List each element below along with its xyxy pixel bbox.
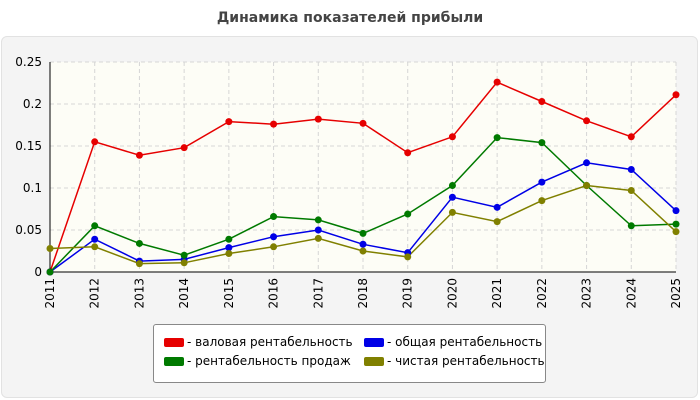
x-tick-label: 2012	[88, 278, 102, 309]
data-point-sales	[627, 222, 635, 230]
data-point-net	[359, 247, 367, 255]
data-point-net	[46, 244, 54, 252]
chart-legend: - валовая рентабельность - общая рентабе…	[153, 324, 546, 383]
data-point-net	[627, 187, 635, 195]
x-tick-label: 2014	[177, 278, 191, 309]
data-point-net	[314, 234, 322, 242]
data-point-sales	[270, 213, 278, 221]
legend-label-net: - чистая рентабельность	[387, 354, 545, 368]
data-point-total	[627, 166, 635, 174]
legend-label-gross: - валовая рентабельность	[187, 335, 353, 349]
data-point-gross	[538, 97, 546, 105]
legend-swatch-net	[364, 357, 384, 366]
data-point-gross	[180, 144, 188, 152]
data-point-gross	[135, 151, 143, 159]
data-point-sales	[672, 220, 680, 228]
legend-item-net: - чистая рентабельность	[364, 354, 545, 368]
legend-label-sales: - рентабельность продаж	[187, 354, 351, 368]
legend-item-gross: - валовая рентабельность	[164, 335, 353, 349]
y-tick-label: 0	[34, 265, 42, 279]
x-tick-label: 2017	[311, 278, 325, 309]
data-point-total	[91, 235, 99, 243]
data-point-sales	[359, 229, 367, 237]
data-point-sales	[225, 235, 233, 243]
data-point-net	[404, 253, 412, 261]
data-point-total	[448, 193, 456, 201]
data-point-net	[672, 228, 680, 236]
data-point-gross	[270, 120, 278, 128]
data-point-total	[225, 244, 233, 252]
data-point-gross	[448, 133, 456, 141]
data-point-total	[314, 226, 322, 234]
legend-item-sales: - рентабельность продаж	[164, 354, 351, 368]
data-point-gross	[314, 115, 322, 123]
data-point-sales	[404, 210, 412, 218]
data-point-sales	[493, 134, 501, 142]
data-point-net	[225, 250, 233, 258]
data-point-net	[448, 208, 456, 216]
data-point-total	[538, 178, 546, 186]
y-tick-label: 0.1	[23, 181, 42, 195]
data-point-gross	[91, 138, 99, 146]
legend-swatch-sales	[164, 357, 184, 366]
data-point-gross	[225, 118, 233, 126]
x-tick-label: 2015	[222, 278, 236, 309]
y-tick-label: 0.25	[15, 55, 42, 69]
data-point-gross	[404, 149, 412, 157]
x-tick-label: 2011	[43, 278, 57, 309]
data-point-net	[270, 243, 278, 251]
y-tick-label: 0.05	[15, 223, 42, 237]
x-tick-label: 2018	[356, 278, 370, 309]
legend-swatch-gross	[164, 338, 184, 347]
data-point-net	[583, 181, 591, 189]
x-tick-label: 2023	[580, 278, 594, 309]
data-point-net	[91, 243, 99, 251]
data-point-gross	[359, 119, 367, 127]
x-tick-label: 2025	[669, 278, 683, 309]
data-point-total	[672, 207, 680, 215]
data-point-net	[538, 197, 546, 205]
x-tick-label: 2020	[445, 278, 459, 309]
data-point-gross	[493, 78, 501, 86]
data-point-sales	[91, 222, 99, 230]
legend-swatch-total	[364, 338, 384, 347]
x-tick-label: 2013	[132, 278, 146, 309]
data-point-gross	[627, 133, 635, 141]
x-tick-label: 2024	[624, 278, 638, 309]
data-point-gross	[583, 117, 591, 125]
data-point-sales	[538, 139, 546, 147]
chart-title: Динамика показателей прибыли	[216, 10, 484, 26]
data-point-sales	[314, 216, 322, 224]
data-point-total	[493, 203, 501, 211]
data-point-net	[493, 218, 501, 226]
data-point-total	[359, 240, 367, 248]
data-point-net	[135, 260, 143, 268]
x-tick-label: 2019	[401, 278, 415, 309]
legend-item-total: - общая рентабельность	[364, 335, 542, 349]
data-point-total	[583, 159, 591, 167]
data-point-gross	[672, 91, 680, 99]
y-tick-label: 0.2	[23, 97, 42, 111]
data-point-sales	[135, 239, 143, 247]
y-tick-label: 0.15	[15, 139, 42, 153]
data-point-sales	[46, 268, 54, 276]
x-tick-label: 2022	[535, 278, 549, 309]
data-point-total	[270, 233, 278, 241]
data-point-net	[180, 259, 188, 267]
data-point-sales	[180, 251, 188, 259]
x-tick-label: 2016	[267, 278, 281, 309]
data-point-sales	[448, 181, 456, 189]
legend-label-total: - общая рентабельность	[387, 335, 543, 349]
x-tick-label: 2021	[490, 278, 504, 309]
